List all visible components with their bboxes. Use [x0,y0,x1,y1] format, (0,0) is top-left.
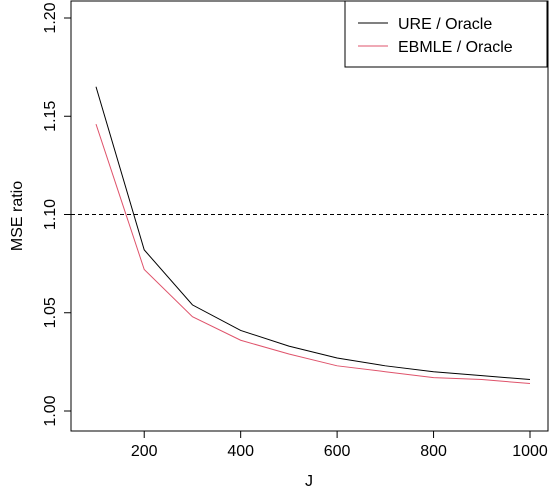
y-tick-label: 1.10 [42,199,59,230]
x-tick-label: 800 [420,443,447,460]
x-axis-label: J [305,473,313,490]
y-tick-label: 1.05 [42,297,59,328]
y-tick-label: 1.20 [42,2,59,33]
x-axis: 200 400 600 800 1000 [131,430,548,460]
legend-box [344,0,548,68]
y-tick-label: 1.15 [42,101,59,132]
series-group [95,86,531,384]
x-tick-label: 200 [131,443,158,460]
x-tick-label: 400 [227,443,254,460]
y-axis-label: MSE ratio [9,181,26,251]
series-line-ebmle [95,123,531,384]
legend: URE / Oracle EBMLE / Oracle [344,0,548,68]
x-tick-label: 600 [324,443,351,460]
legend-label-ure: URE / Oracle [398,16,492,33]
y-axis: 1.00 1.05 1.10 1.15 1.20 [42,2,72,427]
legend-label-ebmle: EBMLE / Oracle [398,39,513,56]
y-tick-label: 1.00 [42,395,59,426]
series-line-ure [95,86,531,381]
x-tick-label: 1000 [512,443,548,460]
